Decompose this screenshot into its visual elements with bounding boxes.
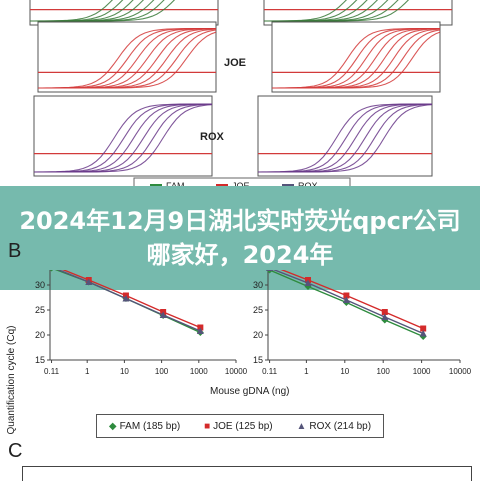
data-point [419, 330, 427, 337]
amp-panel [33, 95, 213, 177]
amp-panel [263, 0, 453, 26]
amplification-curve [258, 104, 433, 173]
amp-panel-frame [271, 21, 441, 93]
y-tick-label: 30 [35, 280, 45, 290]
series-fam [266, 270, 427, 340]
y-tick-label: 15 [35, 355, 45, 365]
legend-label-fam: FAM (185 bp) [119, 420, 181, 432]
data-point [50, 270, 54, 272]
data-point [159, 311, 167, 318]
series-rox [266, 270, 427, 337]
amp-panel-frame [257, 95, 433, 177]
top-legend-frame [133, 177, 351, 186]
data-point [381, 309, 388, 315]
panel-b-letter: B [8, 240, 22, 262]
data-point [420, 325, 427, 332]
top-legend-label: FAM [166, 181, 185, 186]
data-point [266, 270, 274, 271]
data-point [85, 278, 93, 285]
y-tick-label: 25 [253, 305, 263, 315]
x-tick-label: 1000 [413, 367, 431, 376]
x-tick-label: 0.11 [262, 367, 278, 376]
amp-panel [29, 0, 219, 26]
top-legend-label: JOE [232, 181, 250, 186]
amplification-curve [34, 104, 213, 173]
amp-panel-frame [33, 95, 213, 177]
data-point [122, 295, 130, 302]
legend-item-fam: ◆ FAM (185 bp) [109, 421, 180, 432]
amp-panel [37, 21, 217, 93]
title-banner: 2024年12月9日湖北实时荧光qpcr公司哪家好，2024年 [0, 186, 480, 290]
series-rox [57, 270, 204, 334]
x-tick-label: 10 [120, 367, 129, 376]
amplification-curve [272, 31, 441, 89]
y-tick-label: 15 [253, 355, 263, 365]
x-tick-label: 10000 [225, 367, 248, 376]
top-legend: FAM JOE ROX [133, 177, 351, 186]
top-legend-label: ROX [298, 181, 318, 186]
y-tick-label: 30 [253, 280, 263, 290]
x-tick-label: 1 [304, 367, 309, 376]
data-point [343, 292, 350, 299]
amp-panel [271, 21, 441, 93]
square-marker-icon: ■ [204, 420, 211, 432]
banner-title: 2024年12月9日湖北实时荧光qpcr公司哪家好，2024年 [19, 207, 461, 269]
legend-label-rox: ROX (214 bp) [309, 420, 372, 432]
y-axis-label: Quantification cycle (Cq) [6, 326, 17, 435]
x-tick-label: 10000 [449, 367, 472, 376]
x-tick-label: 0.11 [44, 367, 60, 376]
diamond-marker-icon: ◆ [108, 420, 117, 432]
triangle-marker-icon: ▲ [296, 420, 307, 432]
series-legend: ◆ FAM (185 bp) ■ JOE (125 bp) ▲ ROX (214… [96, 414, 384, 438]
amplification-curve [30, 0, 176, 22]
x-tick-label: 100 [155, 367, 169, 376]
data-point [196, 327, 204, 334]
legend-label-joe: JOE (125 bp) [213, 420, 273, 432]
data-point [342, 296, 350, 303]
panel-c-letter: C [8, 440, 23, 462]
data-point [304, 279, 312, 286]
legend-item-joe: ■ JOE (125 bp) [204, 421, 273, 432]
amp-panel-frame [37, 21, 217, 93]
amp-panel [257, 95, 433, 177]
x-tick-label: 1 [85, 367, 90, 376]
x-axis-label: Mouse gDNA (ng) [210, 386, 290, 397]
amplification-plots: JOE ROX FAM JOE ROX [29, 0, 453, 186]
amplification-curve [38, 31, 217, 89]
x-tick-label: 1000 [190, 367, 208, 376]
series-fam [50, 270, 204, 336]
joe-label: JOE [224, 57, 246, 69]
x-tick-label: 10 [340, 367, 349, 376]
panel-c-frame [22, 466, 472, 481]
legend-item-rox: ▲ ROX (214 bp) [296, 421, 371, 432]
data-point [381, 313, 389, 320]
x-tick-label: 100 [377, 367, 391, 376]
amplification-curve [264, 0, 410, 22]
y-tick-label: 20 [35, 330, 45, 340]
y-tick-label: 20 [253, 330, 263, 340]
rox-label: ROX [200, 131, 225, 143]
y-tick-label: 25 [35, 305, 45, 315]
